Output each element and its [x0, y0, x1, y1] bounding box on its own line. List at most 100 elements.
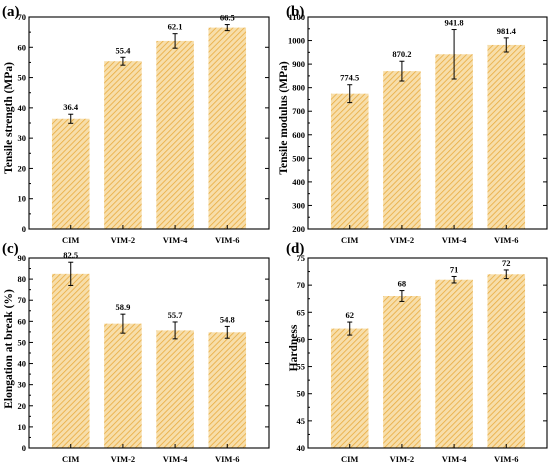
bar [104, 323, 142, 448]
bar [104, 61, 142, 229]
bar [487, 44, 526, 229]
data-label: 71 [450, 264, 459, 274]
y-tick-label: 0 [22, 224, 26, 234]
x-tick-label: VIM-2 [390, 235, 415, 245]
y-axis-title: Tensile strength (MPa) [3, 62, 15, 174]
y-tick-label: 70 [297, 280, 306, 290]
y-tick-label: 70 [18, 12, 27, 22]
data-label: 58.9 [115, 302, 130, 312]
bar [435, 279, 473, 448]
y-tick-label: 50 [18, 337, 27, 347]
y-tick-label: 600 [292, 130, 305, 140]
plot-frame [307, 257, 548, 449]
data-label: 68 [398, 279, 407, 289]
bar [51, 118, 90, 229]
bar [330, 328, 369, 448]
x-tick-label: CIM [62, 235, 79, 245]
plot-frame [307, 16, 548, 230]
panel-letter: (d) [286, 241, 304, 257]
y-tick-label: 900 [292, 59, 305, 69]
bar [208, 332, 247, 448]
data-label: 82.5 [63, 250, 78, 260]
chart-panel-a: (a) Tensile strength (MPa) 36.4 CIM 55.4 VI… [2, 4, 270, 245]
x-tick-label: VIM-2 [111, 235, 136, 245]
x-tick-label: VIM-4 [163, 454, 188, 464]
y-tick-label: 20 [18, 401, 27, 411]
y-tick-label: 55 [297, 362, 306, 372]
bar [487, 274, 526, 448]
data-label: 981.4 [497, 26, 517, 36]
panel-letter: (a) [2, 4, 20, 20]
data-label: 870.2 [392, 49, 411, 59]
y-tick-label: 20 [18, 163, 27, 173]
y-axis-title: Elongation at break (%) [3, 289, 15, 409]
panel-letter: (c) [2, 241, 19, 257]
y-tick-label: 800 [292, 83, 305, 93]
y-tick-label: 10 [18, 422, 27, 432]
y-tick-label: 1000 [288, 36, 305, 46]
data-label: 941.8 [445, 18, 464, 28]
x-tick-label: VIM-4 [163, 235, 188, 245]
panel-letter: (b) [286, 4, 304, 20]
data-label: 62.1 [168, 22, 183, 32]
y-tick-label: 30 [18, 133, 27, 143]
y-tick-label: 400 [292, 177, 305, 187]
y-tick-label: 60 [18, 42, 27, 52]
y-tick-label: 500 [292, 153, 305, 163]
y-tick-label: 40 [18, 103, 27, 113]
data-label: 36.4 [63, 102, 79, 112]
y-tick-label: 70 [18, 295, 27, 305]
data-label: 66.5 [220, 13, 235, 23]
y-tick-label: 40 [18, 359, 27, 369]
x-tick-label: VIM-6 [494, 235, 519, 245]
y-tick-label: 30 [18, 380, 27, 390]
x-tick-label: VIM-6 [494, 454, 519, 464]
data-label: 54.8 [220, 314, 235, 324]
y-tick-label: 300 [292, 200, 305, 210]
plot-frame [28, 257, 270, 449]
data-label: 774.5 [340, 73, 359, 83]
y-tick-label: 65 [297, 307, 306, 317]
chart-panel-b: (b) Tensile modulus (MPa) 774.5 CIM 870.2 V… [278, 4, 548, 245]
y-tick-label: 50 [297, 389, 306, 399]
y-tick-label: 80 [18, 274, 27, 284]
y-tick-label: 0 [22, 443, 26, 453]
x-tick-label: VIM-6 [215, 235, 240, 245]
bar [51, 273, 90, 448]
bar [383, 71, 421, 229]
data-label: 72 [502, 258, 511, 268]
bar [435, 54, 473, 229]
bar [156, 40, 194, 229]
x-tick-label: VIM-2 [390, 454, 415, 464]
y-tick-label: 50 [18, 73, 27, 83]
chart-panel-d: (d) Hardness 62 CIM 68 VIM-2 71 VIM-4 72 VIM-6 4… [286, 241, 548, 464]
y-tick-label: 200 [292, 224, 305, 234]
y-tick-label: 90 [18, 253, 27, 263]
bar [208, 27, 247, 229]
y-axis-title: Hardness [288, 324, 300, 371]
x-tick-label: VIM-6 [215, 454, 240, 464]
chart-panel-c: (c) Elongation at break (%) 82.5 CIM 58.9 V… [2, 241, 270, 464]
bar [156, 330, 194, 448]
x-tick-label: CIM [341, 454, 358, 464]
x-tick-label: VIM-4 [442, 454, 467, 464]
y-tick-label: 40 [297, 443, 306, 453]
x-tick-label: VIM-2 [111, 454, 136, 464]
data-label: 55.7 [168, 310, 184, 320]
x-tick-label: VIM-4 [442, 235, 467, 245]
y-tick-label: 45 [297, 416, 306, 426]
bar [383, 296, 421, 448]
bar [330, 93, 369, 229]
x-tick-label: CIM [341, 235, 358, 245]
y-tick-label: 60 [297, 334, 306, 344]
y-tick-label: 700 [292, 106, 305, 116]
x-tick-label: CIM [62, 454, 79, 464]
plot-frame [28, 16, 270, 230]
y-tick-label: 75 [297, 253, 306, 263]
data-label: 55.4 [115, 45, 131, 55]
y-tick-label: 1100 [288, 12, 305, 22]
y-tick-label: 60 [18, 316, 27, 326]
y-axis-title: Tensile modulus (MPa) [278, 61, 290, 174]
data-label: 62 [345, 310, 354, 320]
